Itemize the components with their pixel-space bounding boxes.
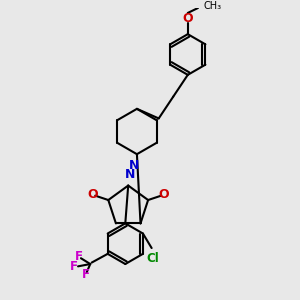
Text: F: F <box>75 250 83 263</box>
Text: O: O <box>87 188 98 201</box>
Text: N: N <box>124 168 135 181</box>
Text: CH₃: CH₃ <box>204 1 222 11</box>
Text: F: F <box>82 268 90 281</box>
Text: N: N <box>129 158 139 172</box>
Text: F: F <box>70 260 78 273</box>
Text: Cl: Cl <box>147 252 160 266</box>
Text: O: O <box>159 188 170 201</box>
Text: O: O <box>182 12 193 25</box>
